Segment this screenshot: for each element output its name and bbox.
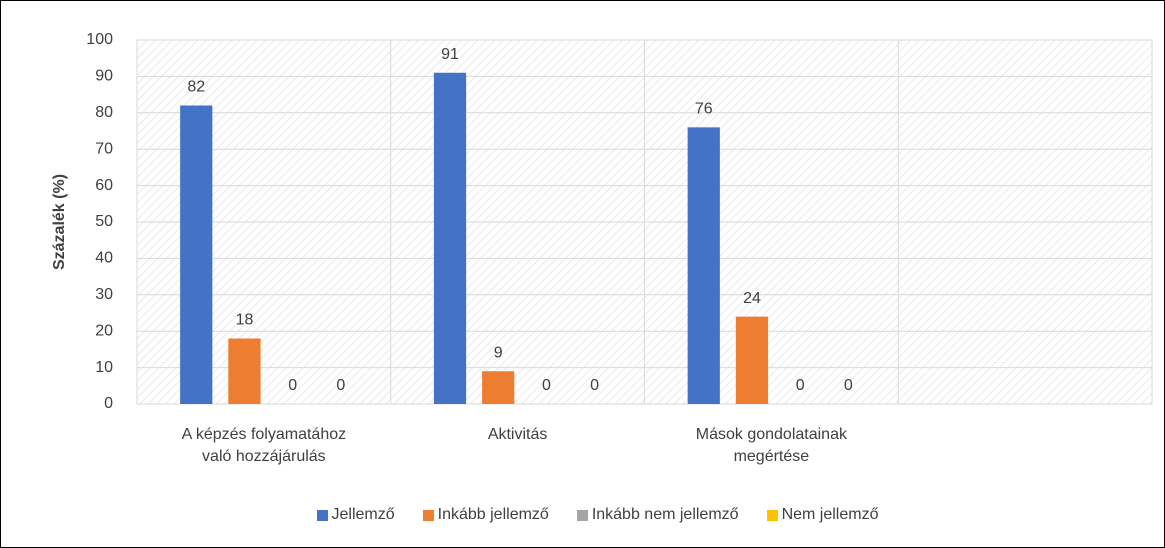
y-tick-label: 10 (95, 359, 113, 376)
legend-swatch (422, 509, 434, 521)
legend-label: Jellemző (331, 506, 395, 523)
legend-label: Inkább jellemző (437, 506, 549, 523)
x-tick-label: A képzés folyamatához való hozzájárulás (181, 426, 347, 465)
data-label: 24 (743, 290, 761, 307)
data-label: 76 (695, 101, 713, 118)
data-label: 0 (542, 377, 551, 394)
y-tick-label: 50 (95, 213, 113, 230)
legend-swatch (576, 509, 588, 521)
y-axis-label: Százalék (%) (51, 174, 68, 270)
data-label: 0 (288, 377, 297, 394)
legend: Jellemző Inkább jellemző Inkább nem jellem… (0, 506, 1165, 524)
legend-swatch (766, 509, 778, 521)
legend-label: Inkább nem jellemző (591, 506, 739, 523)
y-tick-label: 30 (95, 286, 113, 303)
bar (228, 338, 261, 404)
y-tick-label: 0 (104, 395, 113, 412)
data-label: 9 (494, 344, 503, 361)
data-label: 82 (187, 79, 205, 96)
y-tick-label: 40 (95, 250, 113, 267)
data-label: 0 (590, 377, 599, 394)
data-label: 0 (844, 377, 853, 394)
legend-item: Nem jellemző (766, 506, 879, 524)
bar (482, 371, 515, 404)
bar (735, 316, 769, 404)
x-tick-label: Mások gondolatainak megértése (695, 426, 847, 465)
legend-label: Nem jellemző (781, 506, 879, 523)
data-label: 0 (336, 377, 345, 394)
x-tick-label: Aktivitás (487, 426, 548, 443)
y-tick-label: 70 (95, 140, 113, 157)
y-tick-label: 80 (95, 104, 113, 121)
y-tick-label: 100 (86, 31, 113, 48)
y-tick-label: 90 (95, 68, 113, 85)
bar (687, 127, 720, 405)
legend-item: Inkább nem jellemző (576, 506, 739, 524)
data-label: 18 (236, 312, 254, 329)
bar (433, 72, 467, 404)
data-label: 0 (796, 377, 805, 394)
y-tick-label: 60 (95, 177, 113, 194)
legend-swatch (316, 509, 328, 521)
data-label: 91 (441, 46, 459, 63)
legend-item: Jellemző (316, 506, 395, 524)
y-tick-label: 20 (95, 322, 113, 339)
legend-item: Inkább jellemző (422, 506, 549, 524)
bar (180, 105, 213, 405)
